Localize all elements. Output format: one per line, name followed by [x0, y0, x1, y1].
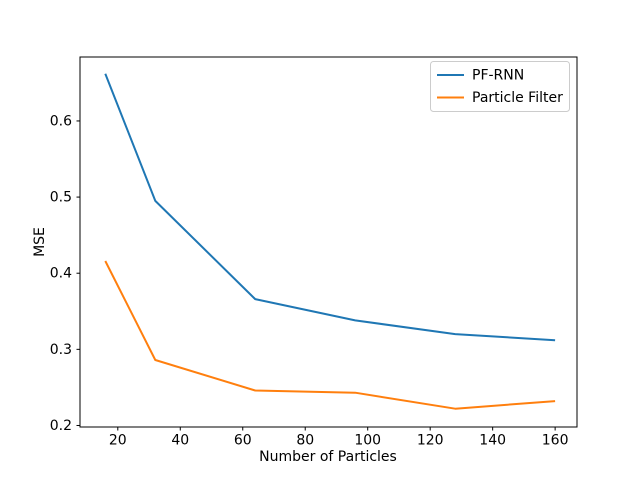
legend-frame [430, 61, 570, 112]
x-tick-label: 80 [296, 433, 314, 449]
y-tick-label: 0.3 [50, 342, 72, 358]
y-axis-label: MSE [32, 227, 48, 257]
x-tick-label: 140 [479, 433, 506, 449]
y-tick-label: 0.5 [50, 190, 72, 206]
legend-label-pf-rnn: PF-RNN [472, 68, 524, 84]
x-tick-label: 120 [417, 433, 444, 449]
x-axis-label: Number of Particles [259, 449, 397, 465]
x-tick-label: 40 [171, 433, 189, 449]
x-tick-label: 60 [234, 433, 252, 449]
y-tick-label: 0.4 [50, 266, 72, 282]
legend: PF-RNN Particle Filter [430, 61, 570, 112]
x-axis-ticks: 20 40 60 80 100 120 140 160 [109, 427, 569, 449]
series-lines [104, 73, 556, 410]
y-tick-label: 0.6 [50, 113, 72, 129]
series-line-pf-rnn [104, 73, 556, 342]
y-tick-label: 0.2 [50, 418, 72, 434]
y-axis-ticks: 0.2 0.3 0.4 0.5 0.6 [50, 113, 80, 434]
x-tick-label: 20 [109, 433, 127, 449]
x-tick-label: 160 [542, 433, 569, 449]
series-line-particle-filter [104, 260, 556, 410]
plot-frame [79, 56, 578, 428]
legend-label-particle-filter: Particle Filter [472, 90, 563, 106]
x-tick-label: 100 [354, 433, 381, 449]
